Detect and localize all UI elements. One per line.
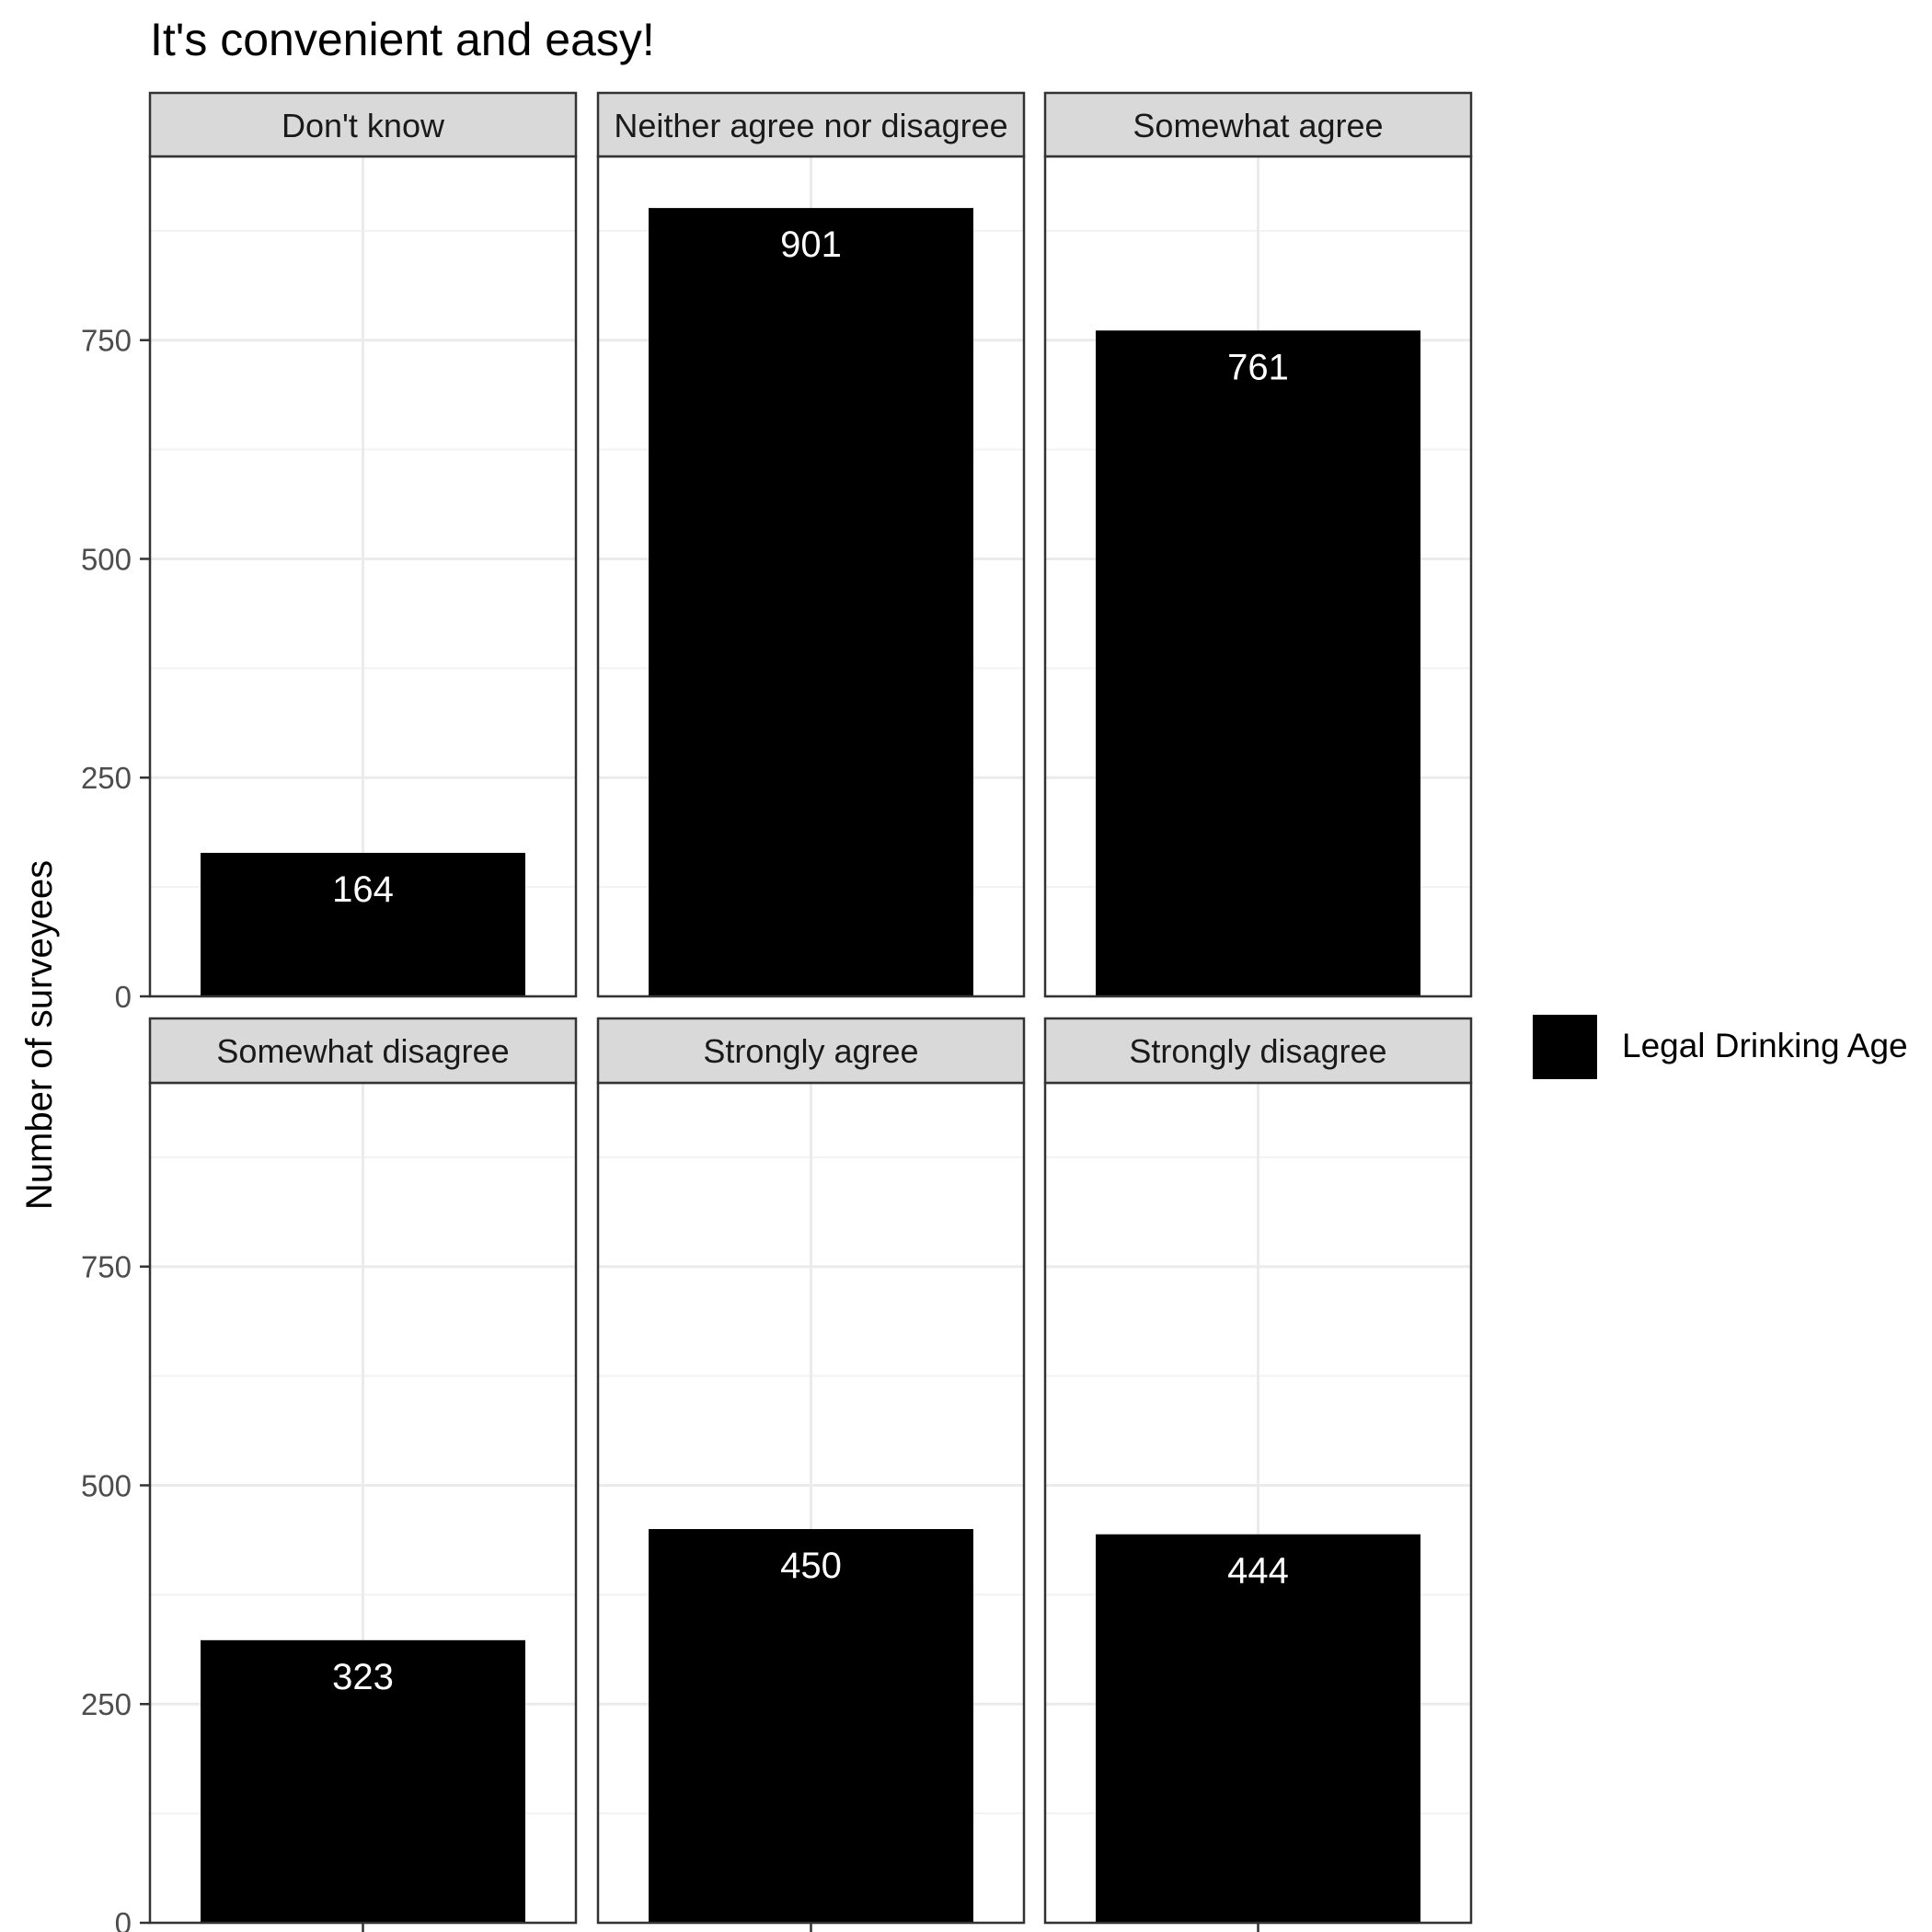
y-tick-label: 750: [81, 1250, 132, 1284]
y-tick-label: 500: [81, 1468, 132, 1502]
facet-strip-label-strongly-agree: Strongly agree: [703, 1032, 918, 1070]
facet-strip: [148, 1017, 578, 1085]
facet-strip: [1043, 91, 1473, 158]
facet-strip-label-don-t-know: Don't know: [282, 107, 445, 144]
facet-panel-somewhat-disagree: 323 Somewhat disagree 0 250 500 750: [81, 1017, 578, 1932]
facet-strip-label-somewhat-disagree: Somewhat disagree: [216, 1032, 509, 1070]
facet-strip: [596, 1017, 1026, 1085]
data-label-neither-agree-nor-disagree: 901: [780, 224, 842, 265]
data-label-strongly-agree: 450: [780, 1546, 842, 1586]
facet-panel-neither-agree-nor-disagree: 901 Neither agree nor disagree: [596, 91, 1026, 998]
facet-strip: [148, 91, 578, 158]
data-label-somewhat-agree: 761: [1227, 347, 1289, 387]
bar-strongly-agree: [649, 1529, 973, 1923]
bar-neither-agree-nor-disagree: [649, 208, 973, 997]
facet-strip: [1043, 1017, 1473, 1085]
bar-strongly-disagree: [1096, 1534, 1420, 1923]
facet-panel-strongly-agree: 450 Strongly agree: [596, 1017, 1026, 1932]
facet-strip-label-neither-agree-nor-disagree: Neither agree nor disagree: [614, 107, 1007, 144]
bar-somewhat-agree: [1096, 330, 1420, 996]
bar-somewhat-disagree: [201, 1639, 525, 1923]
y-axis-label: Number of surveyees: [19, 860, 60, 1210]
facet-strip: [596, 91, 1026, 158]
legend-key-legal-drinking-age: [1533, 1015, 1597, 1079]
facet-panel-somewhat-agree: 761 Somewhat agree: [1043, 91, 1473, 998]
data-label-don-t-know: 164: [332, 869, 394, 910]
legend: Legal Drinking Age: [1533, 1015, 1908, 1079]
facet-panel-strongly-disagree: 444 Strongly disagree: [1043, 1017, 1473, 1932]
y-tick-label: 250: [81, 1687, 132, 1721]
facet-panel-don-t-know: 164 Don't know 0 250 500 750: [81, 91, 578, 1014]
data-label-somewhat-disagree: 323: [332, 1657, 394, 1697]
chart-title: It's convenient and easy!: [150, 14, 655, 65]
y-tick-label: 0: [115, 980, 132, 1014]
bar-don-t-know: [201, 853, 525, 996]
y-tick-label: 0: [115, 1906, 132, 1932]
facet-strip-label-somewhat-agree: Somewhat agree: [1133, 107, 1383, 144]
facet-strip-label-strongly-disagree: Strongly disagree: [1129, 1032, 1386, 1070]
y-tick-label: 250: [81, 761, 132, 795]
data-label-strongly-disagree: 444: [1227, 1551, 1289, 1592]
y-tick-label: 750: [81, 324, 132, 358]
facet-panels: 164 Don't know 0 250 500 750 901 Neither agree …: [81, 91, 1473, 1932]
legend-label-legal-drinking-age: Legal Drinking Age: [1622, 1027, 1908, 1064]
y-tick-label: 500: [81, 542, 132, 576]
